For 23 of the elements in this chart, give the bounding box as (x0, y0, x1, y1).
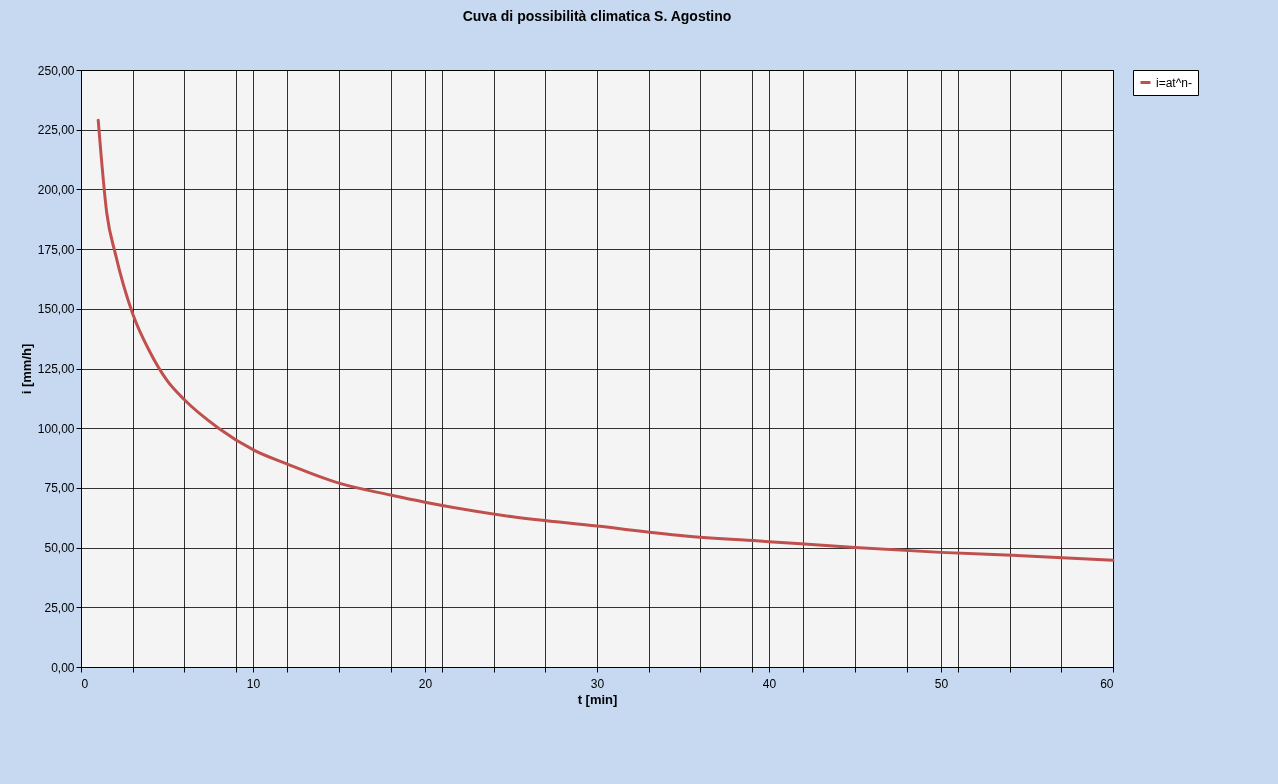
y-tick-label: 0,00 (51, 660, 75, 675)
y-tick-label: 250,00 (37, 63, 75, 78)
x-tick-label: 0 (81, 676, 89, 691)
y-tick-label: 175,00 (37, 242, 75, 257)
line-series (96, 118, 1115, 562)
x-axis-title: t [min] (577, 691, 618, 707)
y-tick-label: 25,00 (44, 600, 75, 615)
x-tick-label: 10 (246, 676, 261, 691)
x-tick-label: 50 (934, 676, 949, 691)
x-tick-label: 30 (590, 676, 605, 691)
y-axis-title: i [mm/h] (18, 343, 34, 395)
y-tick-label: 75,00 (44, 481, 75, 496)
legend-label: i=at^n- (1156, 75, 1192, 90)
y-tick-label: 100,00 (37, 421, 75, 436)
x-tick-label: 60 (1100, 676, 1114, 691)
chart-title: Cuva di possibilità climatica S. Agostino (462, 8, 732, 24)
x-tick-label: 40 (762, 676, 777, 691)
y-tick-label: 150,00 (37, 302, 75, 317)
y-tick-label: 225,00 (37, 123, 75, 138)
y-tick-label: 200,00 (37, 182, 75, 197)
x-tick-label: 20 (418, 676, 433, 691)
y-tick-label: 50,00 (44, 541, 75, 556)
y-tick-label: 125,00 (37, 362, 75, 376)
